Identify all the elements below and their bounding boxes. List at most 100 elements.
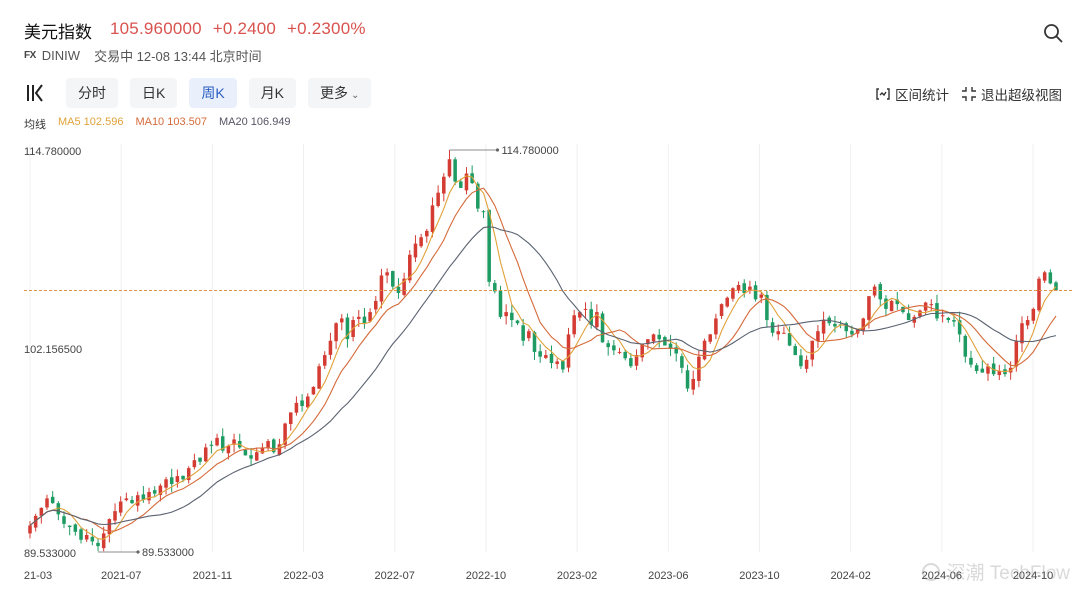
candle-body: [283, 423, 287, 445]
candle-body: [192, 460, 197, 468]
candle-body: [181, 475, 185, 480]
candle-body: [957, 320, 962, 335]
candle-body: [379, 275, 384, 302]
x-tick-label: 2021-07: [100, 570, 142, 582]
candle-body: [487, 209, 491, 282]
candle-body: [742, 283, 747, 293]
tab-weekly-k[interactable]: 周K: [189, 78, 237, 108]
last-price: 105.960000: [110, 19, 202, 38]
max-annotation-dot: [495, 148, 500, 152]
candle-body: [929, 304, 934, 306]
candle-body: [691, 378, 695, 390]
search-icon[interactable]: [1042, 22, 1064, 44]
candle-body: [867, 296, 871, 320]
candle-body: [657, 334, 661, 340]
candle-body: [107, 519, 112, 535]
candle-body: [702, 340, 707, 360]
x-tick-label: 2024-02: [830, 570, 871, 582]
candle-body: [408, 254, 412, 281]
ma20-value: MA20 106.949: [219, 116, 291, 128]
candle-body: [629, 358, 633, 367]
candle-body: [45, 498, 49, 508]
candle-body: [118, 501, 123, 513]
candle-body: [572, 315, 576, 335]
candle-body: [459, 181, 463, 188]
candle-body: [334, 323, 338, 342]
kline-toggle-icon[interactable]: [24, 82, 46, 104]
candle-body: [62, 516, 66, 524]
candle-body: [527, 331, 531, 339]
candle-body: [288, 412, 293, 425]
candle-body: [198, 457, 202, 462]
min-annotation-dot: [136, 550, 140, 554]
tab-monthly-k[interactable]: 月K: [248, 78, 297, 108]
x-tick-label: 2022-03: [283, 570, 324, 582]
tab-intraday[interactable]: 分时: [66, 78, 118, 108]
candle-body: [561, 361, 565, 370]
ma-legend: 均线 MA5 102.596 MA10 103.507 MA20 106.949: [24, 116, 303, 132]
candle-body: [736, 285, 741, 291]
tab-daily-k[interactable]: 日K: [130, 78, 178, 108]
candle-body: [878, 284, 883, 300]
price-change: +0.2400: [212, 19, 277, 38]
candle-body: [28, 525, 32, 534]
candle-body: [810, 340, 815, 360]
candle-body: [804, 359, 809, 369]
candle-body: [79, 529, 83, 540]
candle-body: [549, 353, 554, 364]
x-tick-label: 2022-10: [465, 570, 507, 582]
market-badge: FX: [24, 50, 36, 61]
candle-body: [84, 535, 89, 540]
range-stats-button[interactable]: 区间统计: [875, 84, 949, 104]
candle-body: [442, 176, 446, 194]
candle-body: [940, 315, 945, 317]
candle-body: [90, 536, 95, 542]
candle-body: [595, 312, 599, 328]
tab-more-label: 更多: [320, 85, 349, 101]
candle-body: [249, 455, 253, 459]
exit-super-view-button[interactable]: 退出超级视图: [961, 84, 1062, 104]
candle-body: [663, 337, 667, 346]
tab-more[interactable]: 更多 ⌄: [308, 78, 372, 108]
candle-body: [39, 507, 44, 516]
candle-body: [906, 313, 911, 321]
candle-body: [918, 310, 922, 317]
candle-body: [436, 192, 440, 206]
chevron-down-icon: ⌄: [351, 90, 360, 101]
candle-body: [991, 363, 996, 375]
candle-body: [680, 356, 684, 368]
candle-body: [1031, 308, 1036, 321]
candle-body: [1014, 340, 1019, 367]
candle-body: [623, 351, 627, 359]
candle-body: [67, 525, 72, 528]
max-annotation-label: 114.780000: [501, 145, 558, 157]
exit-fullscreen-icon: [962, 87, 976, 101]
candle-body: [589, 309, 593, 325]
candle-body: [419, 237, 423, 247]
candle-body: [226, 445, 231, 454]
y-tick-label: 89.533000: [24, 548, 76, 560]
symbol-code: DINIW: [41, 48, 81, 63]
x-tick-label: 21-03: [23, 570, 53, 582]
candle-body: [158, 485, 163, 495]
candle-body: [96, 542, 100, 547]
candle-body: [498, 290, 503, 317]
candle-body: [453, 159, 457, 182]
candle-body: [396, 286, 401, 293]
candle-body: [974, 365, 979, 372]
watermark: 深潮 TechFlow: [922, 558, 1070, 585]
candle-body: [844, 323, 849, 332]
candle-body: [986, 366, 990, 374]
candle-body: [357, 316, 361, 319]
candle-body: [232, 439, 236, 445]
candle-body: [776, 331, 781, 335]
candle-body: [402, 278, 406, 295]
ma5-value: MA5 102.596: [58, 116, 124, 128]
candle-body: [515, 320, 520, 324]
page-title: 美元指数: [24, 23, 92, 42]
ma10-value: MA10 103.507: [135, 116, 207, 128]
candle-body: [430, 205, 435, 232]
ma5-line: [29, 175, 1057, 540]
candle-body: [130, 499, 134, 504]
